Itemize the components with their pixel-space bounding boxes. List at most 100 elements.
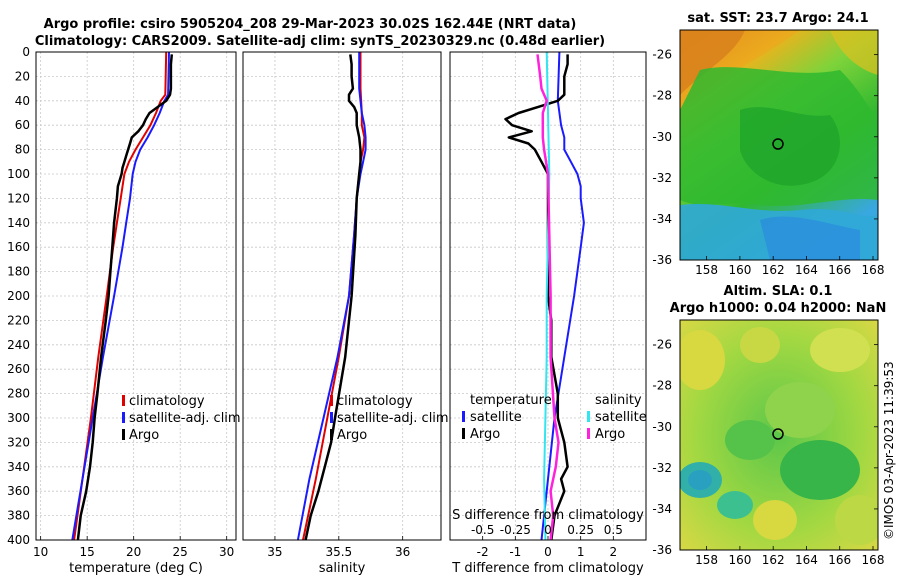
map-ytick-label: -28	[652, 379, 672, 393]
map-xtick-label: 164	[795, 553, 818, 567]
legend-swatch	[330, 429, 333, 440]
map-ytick-label: -26	[652, 338, 672, 352]
map-xtick-label: 160	[728, 263, 751, 277]
legend-label: Argo	[129, 428, 159, 443]
sst-map-title: sat. SST: 23.7 Argo: 24.1	[687, 11, 868, 26]
xtick-label: -1	[509, 545, 521, 559]
map-ytick-label: -34	[652, 502, 672, 516]
legend-label: climatology	[129, 394, 205, 409]
legend-label: climatology	[337, 394, 413, 409]
x-axis-label: salinity	[319, 561, 366, 576]
series-line-climatology	[73, 51, 168, 541]
xtick-label: 2	[610, 545, 618, 559]
xtick-label: 35.5	[325, 545, 352, 559]
map-xtick-label: 158	[695, 263, 718, 277]
map-xtick-label: 166	[828, 263, 851, 277]
series-line-salinity-argo	[536, 54, 560, 541]
xtick-label: -2	[477, 545, 489, 559]
legend-swatch-sal-argo	[587, 428, 590, 439]
ytick-label: 380	[7, 509, 30, 523]
imos-credit: ©IMOS 03-Apr-2023 11:39:53	[882, 361, 896, 540]
xtick-label: 10	[33, 545, 48, 559]
top-xtick-label: 0.25	[567, 523, 594, 537]
legend-salinity-title: salinity	[595, 393, 642, 408]
xtick-label: 36	[395, 545, 410, 559]
map-xtick-label: 162	[762, 263, 785, 277]
ytick-label: 100	[7, 167, 30, 181]
plot-frame	[242, 51, 442, 541]
map-xtick-label: 164	[795, 263, 818, 277]
header-line2: Climatology: CARS2009. Satellite-adj cli…	[35, 34, 605, 49]
ytick-label: 400	[7, 533, 30, 547]
map-ytick-label: -28	[652, 89, 672, 103]
map-ytick-label: -32	[652, 461, 672, 475]
x-axis-label: T difference from climatology	[451, 561, 644, 576]
map-ytick-label: -36	[652, 253, 672, 267]
legend-label: Argo	[337, 428, 367, 443]
ytick-label: 260	[7, 362, 30, 376]
xtick-label: 1	[577, 545, 585, 559]
ytick-label: 300	[7, 411, 30, 425]
series-line-salinity-satellite	[543, 51, 551, 541]
ytick-label: 160	[7, 240, 30, 254]
sla-map-axes: 158 160 162 164 166 168 -26 -28 -30 -32 -34 -36	[652, 338, 884, 567]
difference-panel: -2 -1 0 1 2 T difference from climatology -0.5…	[449, 51, 647, 576]
legend-swatch	[122, 412, 125, 423]
sst-map	[680, 30, 878, 260]
map-ytick-label: -34	[652, 212, 672, 226]
top-xtick-label: -0.5	[471, 523, 494, 537]
x-axis-label: temperature (deg C)	[69, 561, 203, 576]
map-ytick-label: -26	[652, 48, 672, 62]
series-line-temperature-satellite	[540, 51, 585, 541]
legend-sal-argo: Argo	[595, 427, 625, 442]
top-xtick-label: 0	[544, 523, 552, 537]
ytick-label: 0	[22, 45, 30, 59]
legend-swatch	[122, 395, 125, 406]
plot-frame	[449, 51, 647, 541]
xtick-label: 0	[544, 545, 552, 559]
series-line-argo	[304, 54, 362, 541]
xtick-label: 25	[173, 545, 188, 559]
ytick-label: 140	[7, 216, 30, 230]
map-ytick-label: -30	[652, 130, 672, 144]
legend-label: satellite-adj. clim	[129, 411, 241, 426]
map-xtick-label: 162	[762, 553, 785, 567]
salinity-panel: 35 35.5 36 salinity climatology satellite-adj…	[242, 51, 449, 576]
difference-legend: temperature satellite Argo salinity sate…	[462, 393, 647, 442]
sla-map-title2: Argo h1000: 0.04 h2000: NaN	[670, 301, 887, 316]
series-line-argo	[76, 54, 174, 541]
map-ytick-label: -36	[652, 543, 672, 557]
legend-temperature-title: temperature	[470, 393, 552, 408]
legend-swatch	[330, 395, 333, 406]
ytick-label: 120	[7, 191, 30, 205]
legend-swatch-temp-sat	[462, 411, 465, 422]
legend-temp-sat: satellite	[470, 410, 522, 425]
ytick-label: 240	[7, 338, 30, 352]
legend-temp-argo: Argo	[470, 427, 500, 442]
map-xtick-label: 166	[828, 553, 851, 567]
legend-swatch	[122, 429, 125, 440]
xtick-label: 35	[267, 545, 282, 559]
argo-location-marker-sst	[772, 138, 784, 150]
sla-map	[680, 320, 878, 550]
plot-frame	[35, 51, 237, 541]
legend-sal-sat: satellite	[595, 410, 647, 425]
map-xtick-label: 168	[862, 263, 885, 277]
map-ytick-label: -30	[652, 420, 672, 434]
series-line-satellite-adj-clim	[296, 52, 367, 541]
difference-top-xlabel: S difference from climatology	[452, 508, 644, 523]
top-xtick-label: 0.5	[604, 523, 623, 537]
legend-swatch-sal-sat	[587, 411, 590, 422]
ytick-label: 320	[7, 435, 30, 449]
sla-map-title1: Altim. SLA: 0.1	[724, 284, 833, 299]
xtick-label: 20	[126, 545, 141, 559]
xtick-label: 15	[80, 545, 95, 559]
legend-label: satellite-adj. clim	[337, 411, 449, 426]
legend-swatch	[330, 412, 333, 423]
ytick-label: 80	[15, 143, 30, 157]
map-xtick-label: 160	[728, 553, 751, 567]
ytick-label: 360	[7, 484, 30, 498]
header-line1: Argo profile: csiro 5905204_208 29-Mar-2…	[44, 17, 577, 32]
ytick-label: 280	[7, 387, 30, 401]
